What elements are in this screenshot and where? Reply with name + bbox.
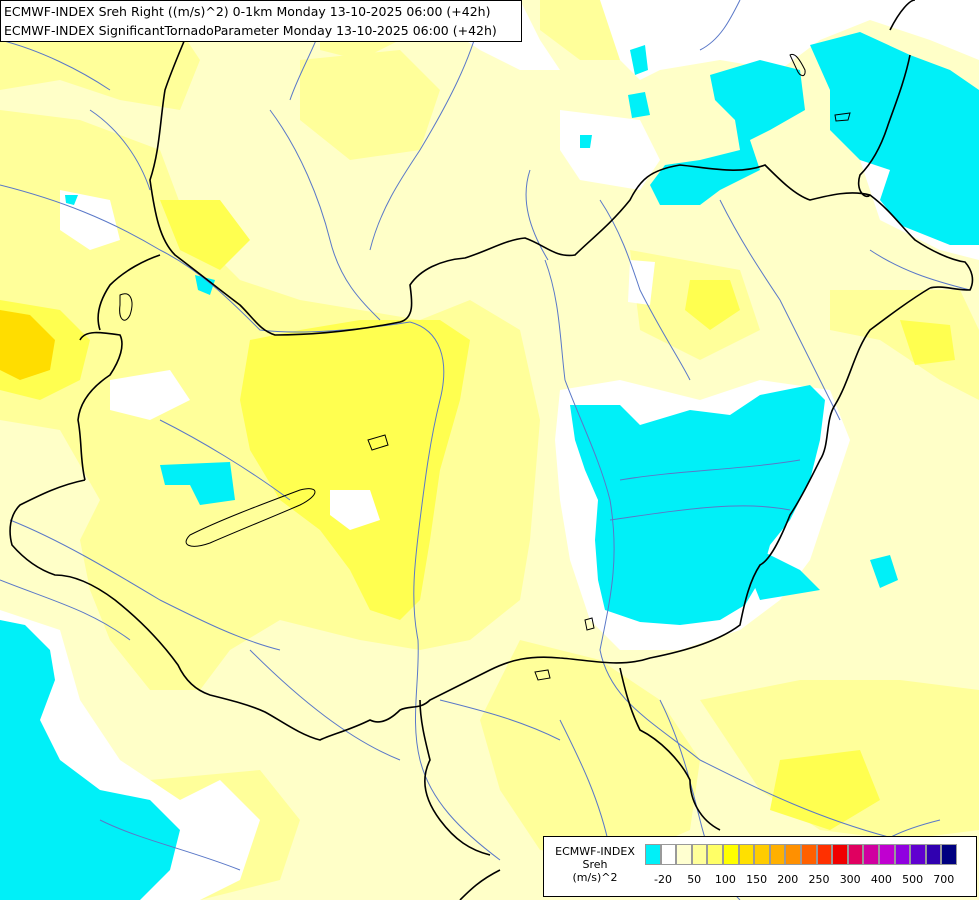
- country-borders: [9, 0, 974, 900]
- legend-tick-label: 50: [687, 873, 702, 886]
- legend-swatch: [660, 844, 677, 865]
- sreh-level-150-200: [0, 310, 55, 380]
- legend-swatch: [925, 844, 942, 865]
- legend-swatch: [722, 844, 739, 865]
- legend-title-line-2: Sreh: [582, 858, 608, 871]
- legend-title-line-3: (m/s)^2: [572, 871, 618, 884]
- legend-tick-label: 700: [933, 873, 955, 886]
- lakes: [119, 53, 851, 681]
- legend-tick-label: 250: [808, 873, 830, 886]
- legend-swatch: [769, 844, 786, 865]
- legend-title: ECMWF-INDEX Sreh (m/s)^2: [548, 845, 642, 884]
- map-title-box: ECMWF-INDEX Sreh Right ((m/s)^2) 0-1km M…: [0, 0, 522, 42]
- color-legend: ECMWF-INDEX Sreh (m/s)^2 -20 50 100 150 200 2…: [543, 836, 977, 897]
- legend-swatch: [894, 844, 911, 865]
- legend-ticks: -20 50 100 150 200 250 300 400 500 700: [645, 873, 975, 889]
- legend-swatches: [645, 844, 957, 865]
- legend-tick-label: 400: [870, 873, 892, 886]
- legend-swatch: [785, 844, 801, 865]
- title-line-2: ECMWF-INDEX SignificantTornadoParameter …: [4, 23, 497, 38]
- legend-swatch: [645, 844, 661, 865]
- legend-swatch: [754, 844, 770, 865]
- legend-swatch: [707, 844, 723, 865]
- legend-swatch: [800, 844, 817, 865]
- legend-tick-label: -20: [654, 873, 672, 886]
- legend-tick-label: 500: [902, 873, 924, 886]
- legend-swatch: [738, 844, 755, 865]
- legend-swatch: [676, 844, 692, 865]
- legend-tick-label: 100: [714, 873, 736, 886]
- legend-tick-label: 150: [746, 873, 768, 886]
- legend-swatch: [941, 844, 957, 865]
- legend-swatch: [863, 844, 879, 865]
- legend-swatch: [847, 844, 864, 865]
- legend-swatch: [691, 844, 708, 865]
- legend-swatch: [816, 844, 833, 865]
- legend-tick-label: 300: [839, 873, 861, 886]
- legend-tick-label: 200: [777, 873, 799, 886]
- legend-swatch: [878, 844, 895, 865]
- legend-swatch: [910, 844, 926, 865]
- legend-swatch: [832, 844, 848, 865]
- legend-title-line-1: ECMWF-INDEX: [555, 845, 635, 858]
- title-line-1: ECMWF-INDEX Sreh Right ((m/s)^2) 0-1km M…: [4, 4, 491, 19]
